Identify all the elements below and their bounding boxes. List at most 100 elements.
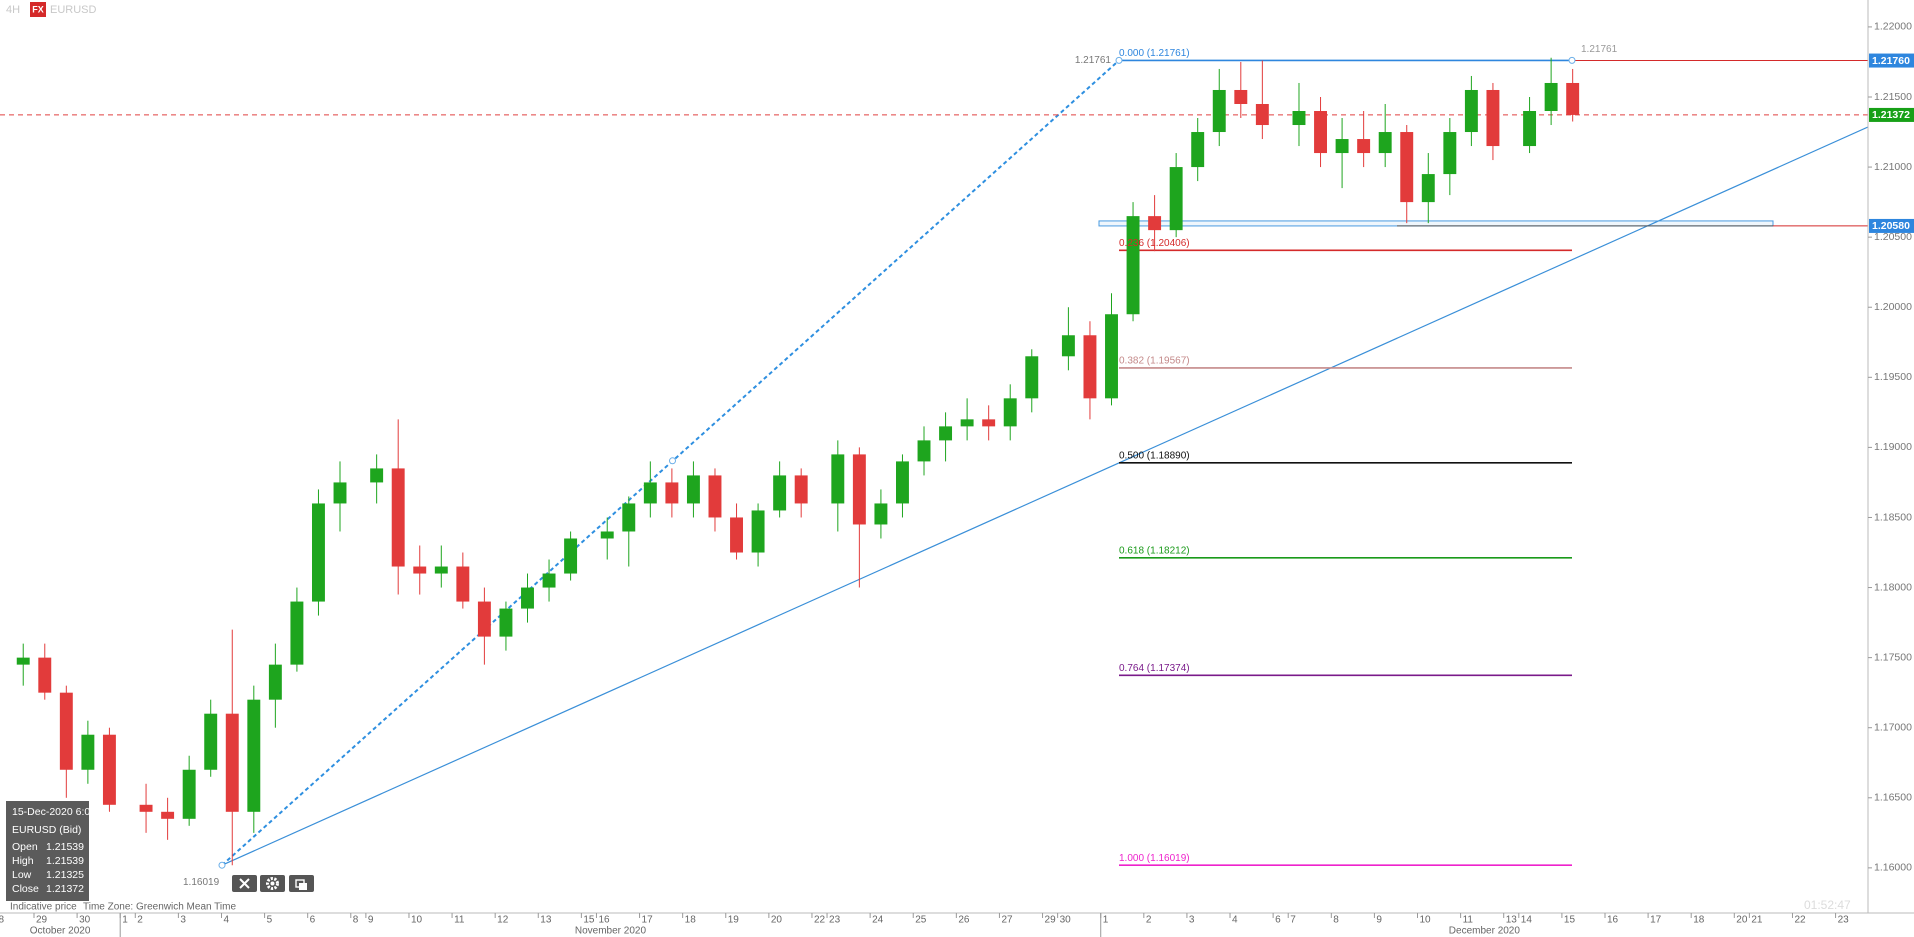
candle-body bbox=[1191, 132, 1205, 168]
tooltip-time: 15-Dec-2020 6:00 AM bbox=[12, 806, 114, 818]
candle-body bbox=[686, 475, 700, 504]
x-tick-label: 16 bbox=[598, 915, 610, 926]
fib-label: 0.000 (1.21761) bbox=[1119, 48, 1190, 59]
x-tick-label: 20 bbox=[771, 915, 783, 926]
x-tick-label: 29 bbox=[36, 915, 48, 926]
anchor-label: 1.16019 bbox=[183, 877, 220, 888]
symbol: EURUSD bbox=[50, 4, 97, 16]
price-tag: 1.21760 bbox=[1872, 55, 1910, 67]
fib-label: 0.236 (1.20406) bbox=[1119, 238, 1190, 249]
settings-button[interactable] bbox=[260, 875, 285, 892]
candle-body bbox=[1357, 139, 1371, 154]
candle-body bbox=[1443, 132, 1457, 175]
candle-body bbox=[708, 475, 722, 518]
candle-body bbox=[622, 503, 636, 532]
candle-body bbox=[1421, 174, 1435, 203]
candle-body bbox=[751, 510, 765, 553]
y-tick-label: 1.21000 bbox=[1874, 161, 1912, 173]
candle-body bbox=[564, 538, 578, 574]
anchor-point bbox=[1568, 56, 1576, 64]
x-tick-label: 28 bbox=[0, 915, 4, 926]
fib-label: 0.618 (1.18212) bbox=[1119, 545, 1190, 556]
candle-body bbox=[874, 503, 888, 525]
x-tick-label: 23 bbox=[829, 915, 841, 926]
gear-hub bbox=[270, 881, 275, 886]
x-tick-label: 21 bbox=[1751, 915, 1763, 926]
x-tick-label: 17 bbox=[1650, 915, 1662, 926]
x-tick-label: 3 bbox=[180, 915, 186, 926]
tooltip-rows: Open 1.21539 High 1.21539 Low 1.21325 Close 1.2… bbox=[12, 841, 84, 895]
candle-body bbox=[542, 573, 556, 588]
fib-label: 0.500 (1.18890) bbox=[1119, 450, 1190, 461]
candle-body bbox=[1025, 356, 1039, 399]
candle-body bbox=[182, 769, 196, 819]
close-button[interactable] bbox=[232, 875, 257, 892]
x-tick-label: 22 bbox=[814, 915, 826, 926]
x-tick-label: 11 bbox=[1463, 915, 1474, 926]
ohlc-tooltip: 15-Dec-2020 6:00 AM EURUSD (Bid) Open 1.2… bbox=[6, 801, 114, 901]
candle-body bbox=[268, 664, 282, 700]
y-tick-label: 1.18000 bbox=[1874, 581, 1912, 593]
close-icon bbox=[239, 878, 250, 889]
candle-body bbox=[1400, 132, 1414, 203]
y-tick-label: 1.16500 bbox=[1874, 792, 1912, 804]
candle-body bbox=[1566, 82, 1580, 115]
candle-body bbox=[477, 601, 491, 637]
candle-body bbox=[896, 461, 909, 504]
candle-body bbox=[1378, 132, 1392, 154]
x-tick-label: 25 bbox=[915, 915, 927, 926]
candle-body bbox=[311, 503, 325, 602]
anchor-point bbox=[218, 861, 226, 869]
x-tick-label: 18 bbox=[1693, 915, 1705, 926]
candle-body bbox=[1486, 89, 1500, 147]
candle-body bbox=[1335, 139, 1349, 154]
x-tick-label: 8 bbox=[1333, 915, 1339, 926]
gear-icon bbox=[266, 877, 279, 890]
x-tick-label: 10 bbox=[1420, 915, 1432, 926]
x-tick-label: 13 bbox=[1506, 915, 1518, 926]
copy-button[interactable] bbox=[289, 875, 314, 892]
price-tag: 1.20580 bbox=[1872, 220, 1910, 232]
candle-body bbox=[831, 454, 845, 504]
fib-label: 1.000 (1.16019) bbox=[1119, 853, 1190, 864]
candle-body bbox=[1464, 89, 1478, 133]
candle-body bbox=[333, 482, 347, 504]
y-tick-label: 1.17500 bbox=[1874, 651, 1912, 663]
candle-body bbox=[38, 657, 52, 693]
anchor-point bbox=[669, 457, 676, 465]
month-label: December 2020 bbox=[1449, 926, 1521, 937]
fib-label: 0.382 (1.19567) bbox=[1119, 356, 1190, 367]
x-tick-label: 6 bbox=[310, 915, 316, 926]
tooltip-label: Close bbox=[12, 883, 39, 895]
clock: 01:52:47 bbox=[1804, 898, 1851, 912]
x-tick-label: 6 bbox=[1275, 915, 1281, 926]
candle-body bbox=[413, 566, 427, 574]
x-tick-label: 22 bbox=[1794, 915, 1806, 926]
tooltip-label: Open bbox=[12, 841, 38, 853]
y-tick-label: 1.19000 bbox=[1874, 441, 1912, 453]
candle-body bbox=[1544, 82, 1558, 112]
candle-body bbox=[1126, 216, 1140, 315]
candle-body bbox=[391, 468, 405, 567]
candle-body bbox=[665, 482, 679, 504]
support-zone bbox=[1098, 220, 1774, 227]
candle-body bbox=[939, 426, 953, 441]
candle-body bbox=[521, 587, 534, 609]
x-tick-label: 24 bbox=[872, 915, 884, 926]
timezone: Time Zone: Greenwich Mean Time bbox=[83, 902, 236, 913]
x-tick-label: 18 bbox=[685, 915, 697, 926]
x-tick-label: 1 bbox=[122, 915, 128, 926]
candle-body bbox=[370, 468, 384, 483]
candle-body bbox=[204, 713, 218, 770]
y-tick-label: 1.22000 bbox=[1874, 21, 1912, 33]
candle-body bbox=[1061, 335, 1075, 357]
x-tick-label: 29 bbox=[1045, 915, 1057, 926]
trend-line bbox=[221, 126, 1869, 866]
candle-body bbox=[1314, 111, 1327, 154]
y-tick-label: 1.19500 bbox=[1874, 371, 1912, 383]
candle-body bbox=[643, 482, 657, 504]
price-tag-bg bbox=[1869, 53, 1914, 68]
x-tick-label: 17 bbox=[642, 915, 654, 926]
copy-icon bbox=[299, 883, 307, 890]
